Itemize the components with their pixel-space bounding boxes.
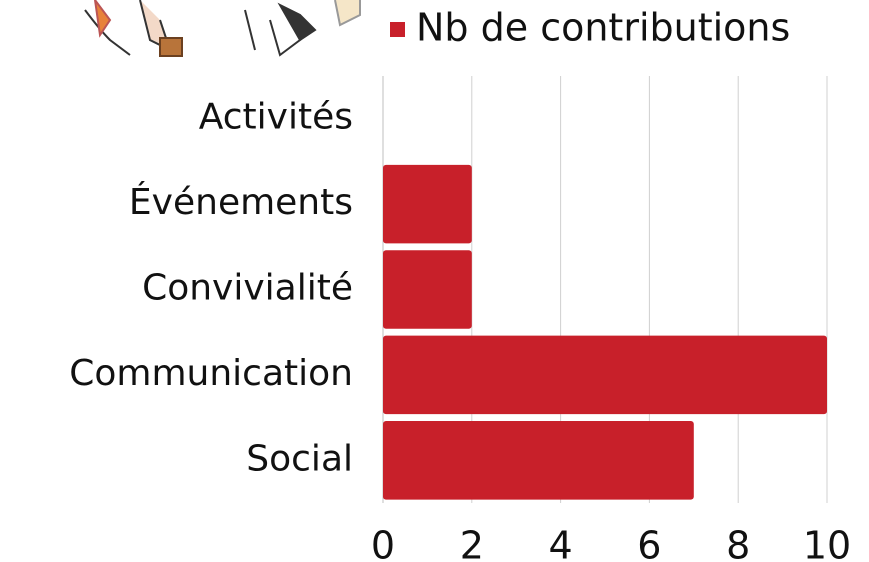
x-tick-label: 6: [637, 524, 661, 562]
y-tick-label: Activités: [199, 97, 353, 138]
x-tick-label: 0: [371, 524, 395, 562]
x-tick-label: 8: [726, 524, 750, 562]
x-tick-label: 2: [460, 524, 484, 562]
y-tick-label: Convivialité: [142, 268, 353, 309]
legend-label: Nb de contributions: [416, 6, 790, 50]
bar: [383, 250, 472, 329]
x-tick-label: 10: [803, 524, 851, 562]
y-tick-label: Communication: [69, 353, 353, 394]
bar: [383, 421, 694, 500]
bar: [383, 164, 472, 244]
illustration: [84, 0, 361, 57]
legend-swatch: [390, 22, 405, 37]
y-tick-label: Social: [246, 438, 353, 479]
bar: [383, 335, 827, 415]
x-tick-label: 4: [549, 524, 573, 562]
y-tick-label: Événements: [129, 181, 353, 223]
